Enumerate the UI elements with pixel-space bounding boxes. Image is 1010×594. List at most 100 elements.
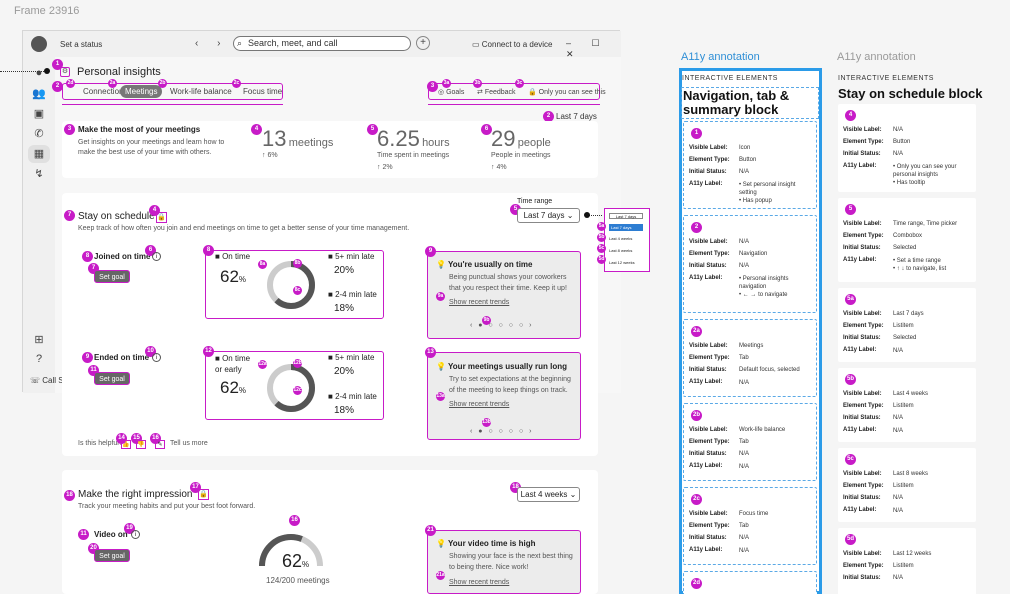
thumbs-up-icon[interactable]: 👍	[121, 440, 131, 449]
joined-info-icon[interactable]: i	[152, 252, 161, 261]
video-info-icon[interactable]: i	[131, 530, 140, 539]
ended-set-goal-button[interactable]: Set goal	[94, 372, 130, 385]
lock-icon[interactable]: 🔒	[156, 212, 167, 223]
joined-pct: 62%	[220, 267, 246, 287]
annotation-a11y-item: N/A	[893, 508, 904, 514]
joined-set-goal-button[interactable]: Set goal	[94, 270, 130, 283]
impression-range-combobox[interactable]: Last 4 weeks ⌄	[517, 487, 580, 502]
annotation-row-value: Default focus, selected	[739, 367, 800, 373]
annotation-row-value: Work-life balance	[739, 427, 786, 433]
annotation-row-type: Element Type: Listitem	[843, 323, 971, 329]
calendar-icon[interactable]: ▦	[33, 148, 45, 160]
ended-info-icon[interactable]: i	[152, 353, 161, 362]
col2-section-label: INTERACTIVE ELEMENTS	[838, 75, 934, 82]
comment-icon[interactable]: ✎	[155, 440, 165, 449]
new-button[interactable]: +	[416, 36, 430, 50]
option-last-12-weeks[interactable]: Last 12 weeks	[609, 260, 635, 265]
joined-ring-arc	[267, 261, 315, 309]
apps-icon[interactable]: ⊞	[34, 334, 44, 346]
help-icon[interactable]: ?	[35, 353, 43, 365]
annotation-row-value: N/A	[893, 575, 904, 581]
option-last-7-days[interactable]: Last 7 days	[609, 224, 643, 231]
annotation-row-label: Element Type:	[689, 523, 730, 529]
joined-late2: ■ 2-4 min late	[328, 290, 377, 299]
tell-more-link[interactable]: Tell us more	[170, 440, 208, 447]
annotation-row-label: Element Type:	[689, 157, 730, 163]
annotation-row-value: Focus time	[739, 511, 769, 517]
video-show-trends-link[interactable]: Show recent trends	[449, 579, 510, 586]
video-set-goal-button[interactable]: Set goal	[94, 549, 130, 562]
annotation-row-value: Button	[739, 157, 757, 163]
tab-meetings[interactable]: Meetings	[120, 85, 163, 98]
tab-work-life-balance[interactable]: Work-life balance	[170, 87, 232, 96]
insights-icon[interactable]: ↯	[34, 168, 44, 180]
option-last-8-weeks[interactable]: Last 8 weeks	[609, 248, 633, 253]
insight-settings-icon[interactable]: ⚙	[60, 67, 70, 77]
annotation-a11y-item: • Has tooltip	[893, 180, 926, 186]
teams-icon[interactable]: 👥	[32, 88, 46, 100]
annotation-row-value: • Personal insights navigation • ← → to n…	[739, 275, 811, 299]
privacy-note[interactable]: 🔒 Only you can see this	[528, 89, 606, 96]
joined-show-trends-link[interactable]: Show recent trends	[449, 299, 510, 306]
impression-range-value: Last 4 weeks	[520, 490, 568, 499]
time-range-combobox[interactable]: Last 7 days ⌄	[517, 208, 580, 223]
feedback-button[interactable]: ⇄ Feedback	[477, 89, 516, 96]
page-title: Personal insights	[77, 66, 161, 78]
badge-13a: 13a	[436, 392, 445, 401]
annotation-row-visible: Visible Label: Focus time	[689, 511, 811, 517]
annotation-row-a11y: A11y Label: N/A	[689, 547, 811, 555]
impression-title: Make the right impression	[78, 489, 193, 500]
contacts-icon[interactable]: ▣	[33, 108, 45, 120]
tab-focus-time[interactable]: Focus time	[243, 87, 283, 96]
goals-button[interactable]: ◎ Goals	[438, 89, 465, 96]
ended-show-trends-link[interactable]: Show recent trends	[449, 401, 510, 408]
badge-11-video: 11	[78, 529, 89, 540]
badge-2b: 2b	[158, 79, 167, 88]
badge-2-range: 2	[543, 111, 554, 122]
annotation-row-type: Element Type: Navigation	[689, 251, 811, 257]
joined-late2-text: 2-4 min late	[335, 290, 377, 299]
annotation-row-value: Icon	[739, 145, 751, 151]
video-count: 124/200 meetings	[266, 576, 330, 585]
activity-icon[interactable]: ●	[35, 67, 43, 79]
ended-legend-main: ■ On time or early	[215, 354, 251, 374]
calls-icon[interactable]: ✆	[34, 128, 44, 140]
badge-2a: 2a	[108, 79, 117, 88]
call-status[interactable]: ☏ Call S	[30, 376, 64, 385]
frame-label: Frame 23916	[14, 5, 80, 17]
annotation-row-visible: Visible Label: Work-life balance	[689, 427, 811, 433]
thumbs-down-icon[interactable]: 👎	[136, 440, 146, 449]
joined-carousel[interactable]: ‹ ● ○ ○ ○ ○ ›	[470, 322, 534, 329]
ended-tip-title: 💡 Your meetings usually run long	[436, 362, 568, 371]
avatar[interactable]	[31, 36, 47, 52]
ended-pct-value: 62	[220, 378, 239, 397]
annotation-row-visible: Visible Label: Icon	[689, 145, 811, 151]
tab-connections[interactable]: Connections	[83, 87, 128, 96]
window-controls[interactable]: – ☐ ✕	[566, 38, 609, 59]
stat-meetings-delta: ↑ 6%	[262, 152, 278, 159]
annotation-col2-title: A11y annotation	[837, 51, 916, 63]
set-status-link[interactable]: Set a status	[60, 40, 103, 49]
helpful-label: Is this helpful?	[78, 440, 123, 447]
video-label: Video on	[94, 530, 128, 539]
ended-tip-title-text: Your meetings usually run long	[448, 362, 568, 371]
connect-device-button[interactable]: ▭ Connect to a device	[472, 40, 553, 49]
annotation-row-label: A11y Label:	[689, 379, 723, 385]
annotation-row-type: Element Type: Tab	[689, 355, 811, 361]
mini-range-combobox[interactable]: Last 7 days	[609, 213, 643, 219]
schedule-title: Stay on schedule	[78, 211, 155, 222]
impression-lock-icon[interactable]: 🔒	[198, 489, 209, 500]
video-tip-title: 💡 Your video time is high	[436, 539, 536, 548]
option-last-4-weeks[interactable]: Last 4 weeks	[609, 236, 633, 241]
badge-3b: 3b	[473, 79, 482, 88]
search-input[interactable]: ⌕ Search, meet, and call	[233, 36, 411, 51]
annotation-row-label: Element Type:	[843, 403, 884, 409]
annotation-a11y-item: • Has popup	[739, 198, 772, 204]
history-nav-icons[interactable]: ‹ ›	[195, 38, 229, 49]
badge-12b: 12b	[293, 359, 302, 368]
connect-label: Connect to a device	[481, 40, 553, 49]
ended-carousel[interactable]: ‹ ● ○ ○ ○ ○ ›	[470, 428, 534, 435]
annotation-row-value: Button	[893, 139, 911, 145]
annotation-a11y-item: • Set personal insight setting	[739, 182, 796, 196]
annotation-row-value: N/A	[893, 415, 904, 421]
